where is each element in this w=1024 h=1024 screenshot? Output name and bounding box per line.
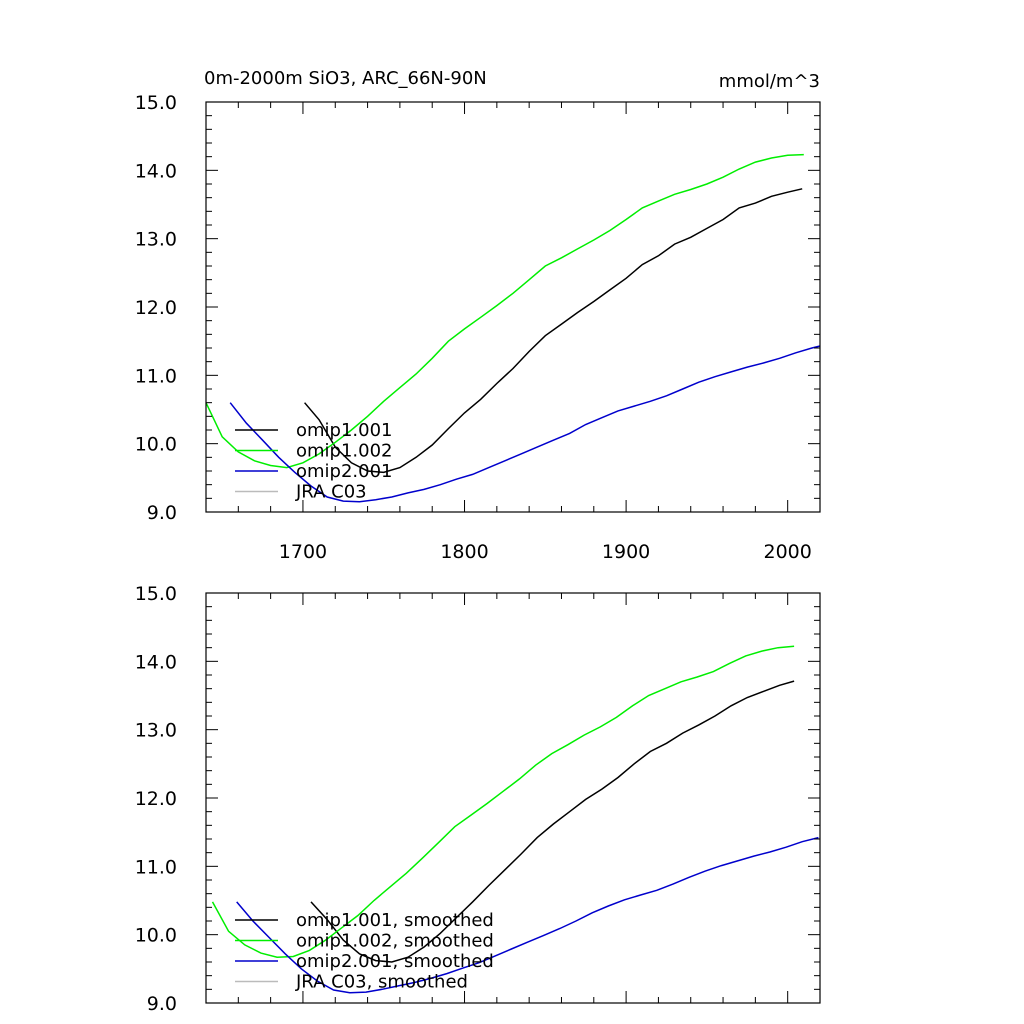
x-tick-label: 1900: [602, 541, 650, 563]
series-line-2: [229, 345, 821, 503]
legend-label: omip2.001, smoothed: [296, 951, 494, 972]
top-panel-units: mmol/m^3: [719, 71, 820, 92]
y-tick-label: 12.0: [135, 788, 177, 810]
series-line-0: [310, 680, 795, 963]
y-tick-label: 12.0: [135, 297, 177, 319]
y-tick-label: 13.0: [135, 229, 177, 251]
y-tick-label: 9.0: [147, 502, 177, 524]
y-tick-label: 13.0: [135, 720, 177, 742]
y-tick-label: 10.0: [135, 434, 177, 456]
series-line-2: [236, 836, 819, 994]
legend-label: JRA C03: [295, 482, 367, 503]
y-tick-label: 15.0: [135, 583, 177, 605]
legend-label: JRA C03, smoothed: [295, 972, 468, 993]
legend-label: omip1.001: [296, 420, 393, 441]
y-tick-label: 14.0: [135, 651, 177, 673]
x-tick-label: 1800: [440, 541, 488, 563]
series-line-1: [205, 153, 804, 469]
top-panel-axes: 9.0 10.0 11.0 12.0 13.0 14.0 15.0 1700 1800 1900 2…: [135, 92, 821, 563]
x-tick-label: 1700: [279, 541, 327, 563]
bottom-panel: 9.0 10.0 11.0 12.0 13.0 14.0 15.0 omip1.001, s…: [135, 583, 821, 1015]
legend-label: omip1.001, smoothed: [296, 910, 494, 931]
legend-label: omip2.001: [296, 461, 393, 482]
y-tick-label: 15.0: [135, 92, 177, 114]
top-panel-title: 0m-2000m SiO3, ARC_66N-90N: [204, 68, 487, 89]
top-panel-series-lines: [205, 153, 821, 503]
bottom-panel-series-lines: [211, 645, 819, 994]
y-tick-label: 9.0: [147, 993, 177, 1015]
top-panel: 0m-2000m SiO3, ARC_66N-90N mmol/m^3 9.0 1…: [135, 68, 821, 563]
series-line-0: [304, 188, 803, 474]
legend-label: omip1.002, smoothed: [296, 931, 494, 952]
legend-label: omip1.002: [296, 441, 393, 462]
bottom-panel-axes: 9.0 10.0 11.0 12.0 13.0 14.0 15.0: [135, 583, 821, 1015]
x-tick-label: 2000: [764, 541, 812, 563]
y-tick-label: 11.0: [135, 856, 177, 878]
y-tick-label: 10.0: [135, 925, 177, 947]
y-tick-label: 14.0: [135, 160, 177, 182]
y-tick-label: 11.0: [135, 365, 177, 387]
series-line-1: [211, 645, 795, 958]
